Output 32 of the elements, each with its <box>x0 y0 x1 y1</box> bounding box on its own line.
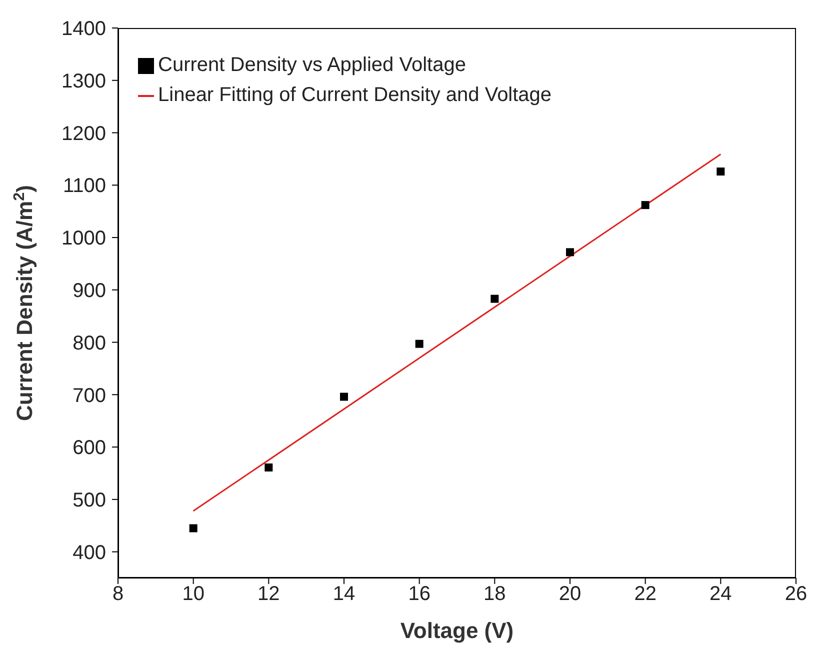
point <box>340 392 348 401</box>
legend-label: Linear Fitting of Current Density and Voltage <box>158 84 552 106</box>
x-tick-label: 24 <box>710 583 732 606</box>
y-tick-label: 1000 <box>62 228 106 250</box>
x-tick-label: 12 <box>258 583 280 606</box>
x-tick-label: 10 <box>182 583 204 606</box>
x-tick-label: 14 <box>332 583 356 606</box>
point <box>716 168 725 176</box>
x-axis-title: Voltage (V) <box>400 618 514 643</box>
point <box>490 294 499 303</box>
y-tick-label: 500 <box>72 490 106 512</box>
point <box>189 524 198 532</box>
x-tick-label: 26 <box>784 583 808 606</box>
y-tick-label: 1100 <box>62 175 106 198</box>
point <box>641 201 650 210</box>
y-tick-label: 600 <box>72 437 106 460</box>
point <box>566 248 574 256</box>
x-tick-label: 22 <box>634 583 656 606</box>
point <box>264 463 273 472</box>
point <box>415 340 424 348</box>
y-tick-label: 1200 <box>62 122 106 145</box>
y-tick-label: 1400 <box>62 18 106 40</box>
y-tick-label: 700 <box>72 384 106 407</box>
legend-label: Current Density vs Applied Voltage <box>158 54 466 76</box>
x-tick-label: 16 <box>408 583 430 606</box>
x-tick-label: 20 <box>558 583 582 606</box>
y-tick-label: 1300 <box>62 70 106 92</box>
x-tick-label: 18 <box>484 583 506 606</box>
y-tick-label: 800 <box>72 332 106 354</box>
y-tick-label: 400 <box>72 542 106 564</box>
y-tick-label: 900 <box>72 280 106 302</box>
x-tick-label: 8 <box>112 583 124 606</box>
